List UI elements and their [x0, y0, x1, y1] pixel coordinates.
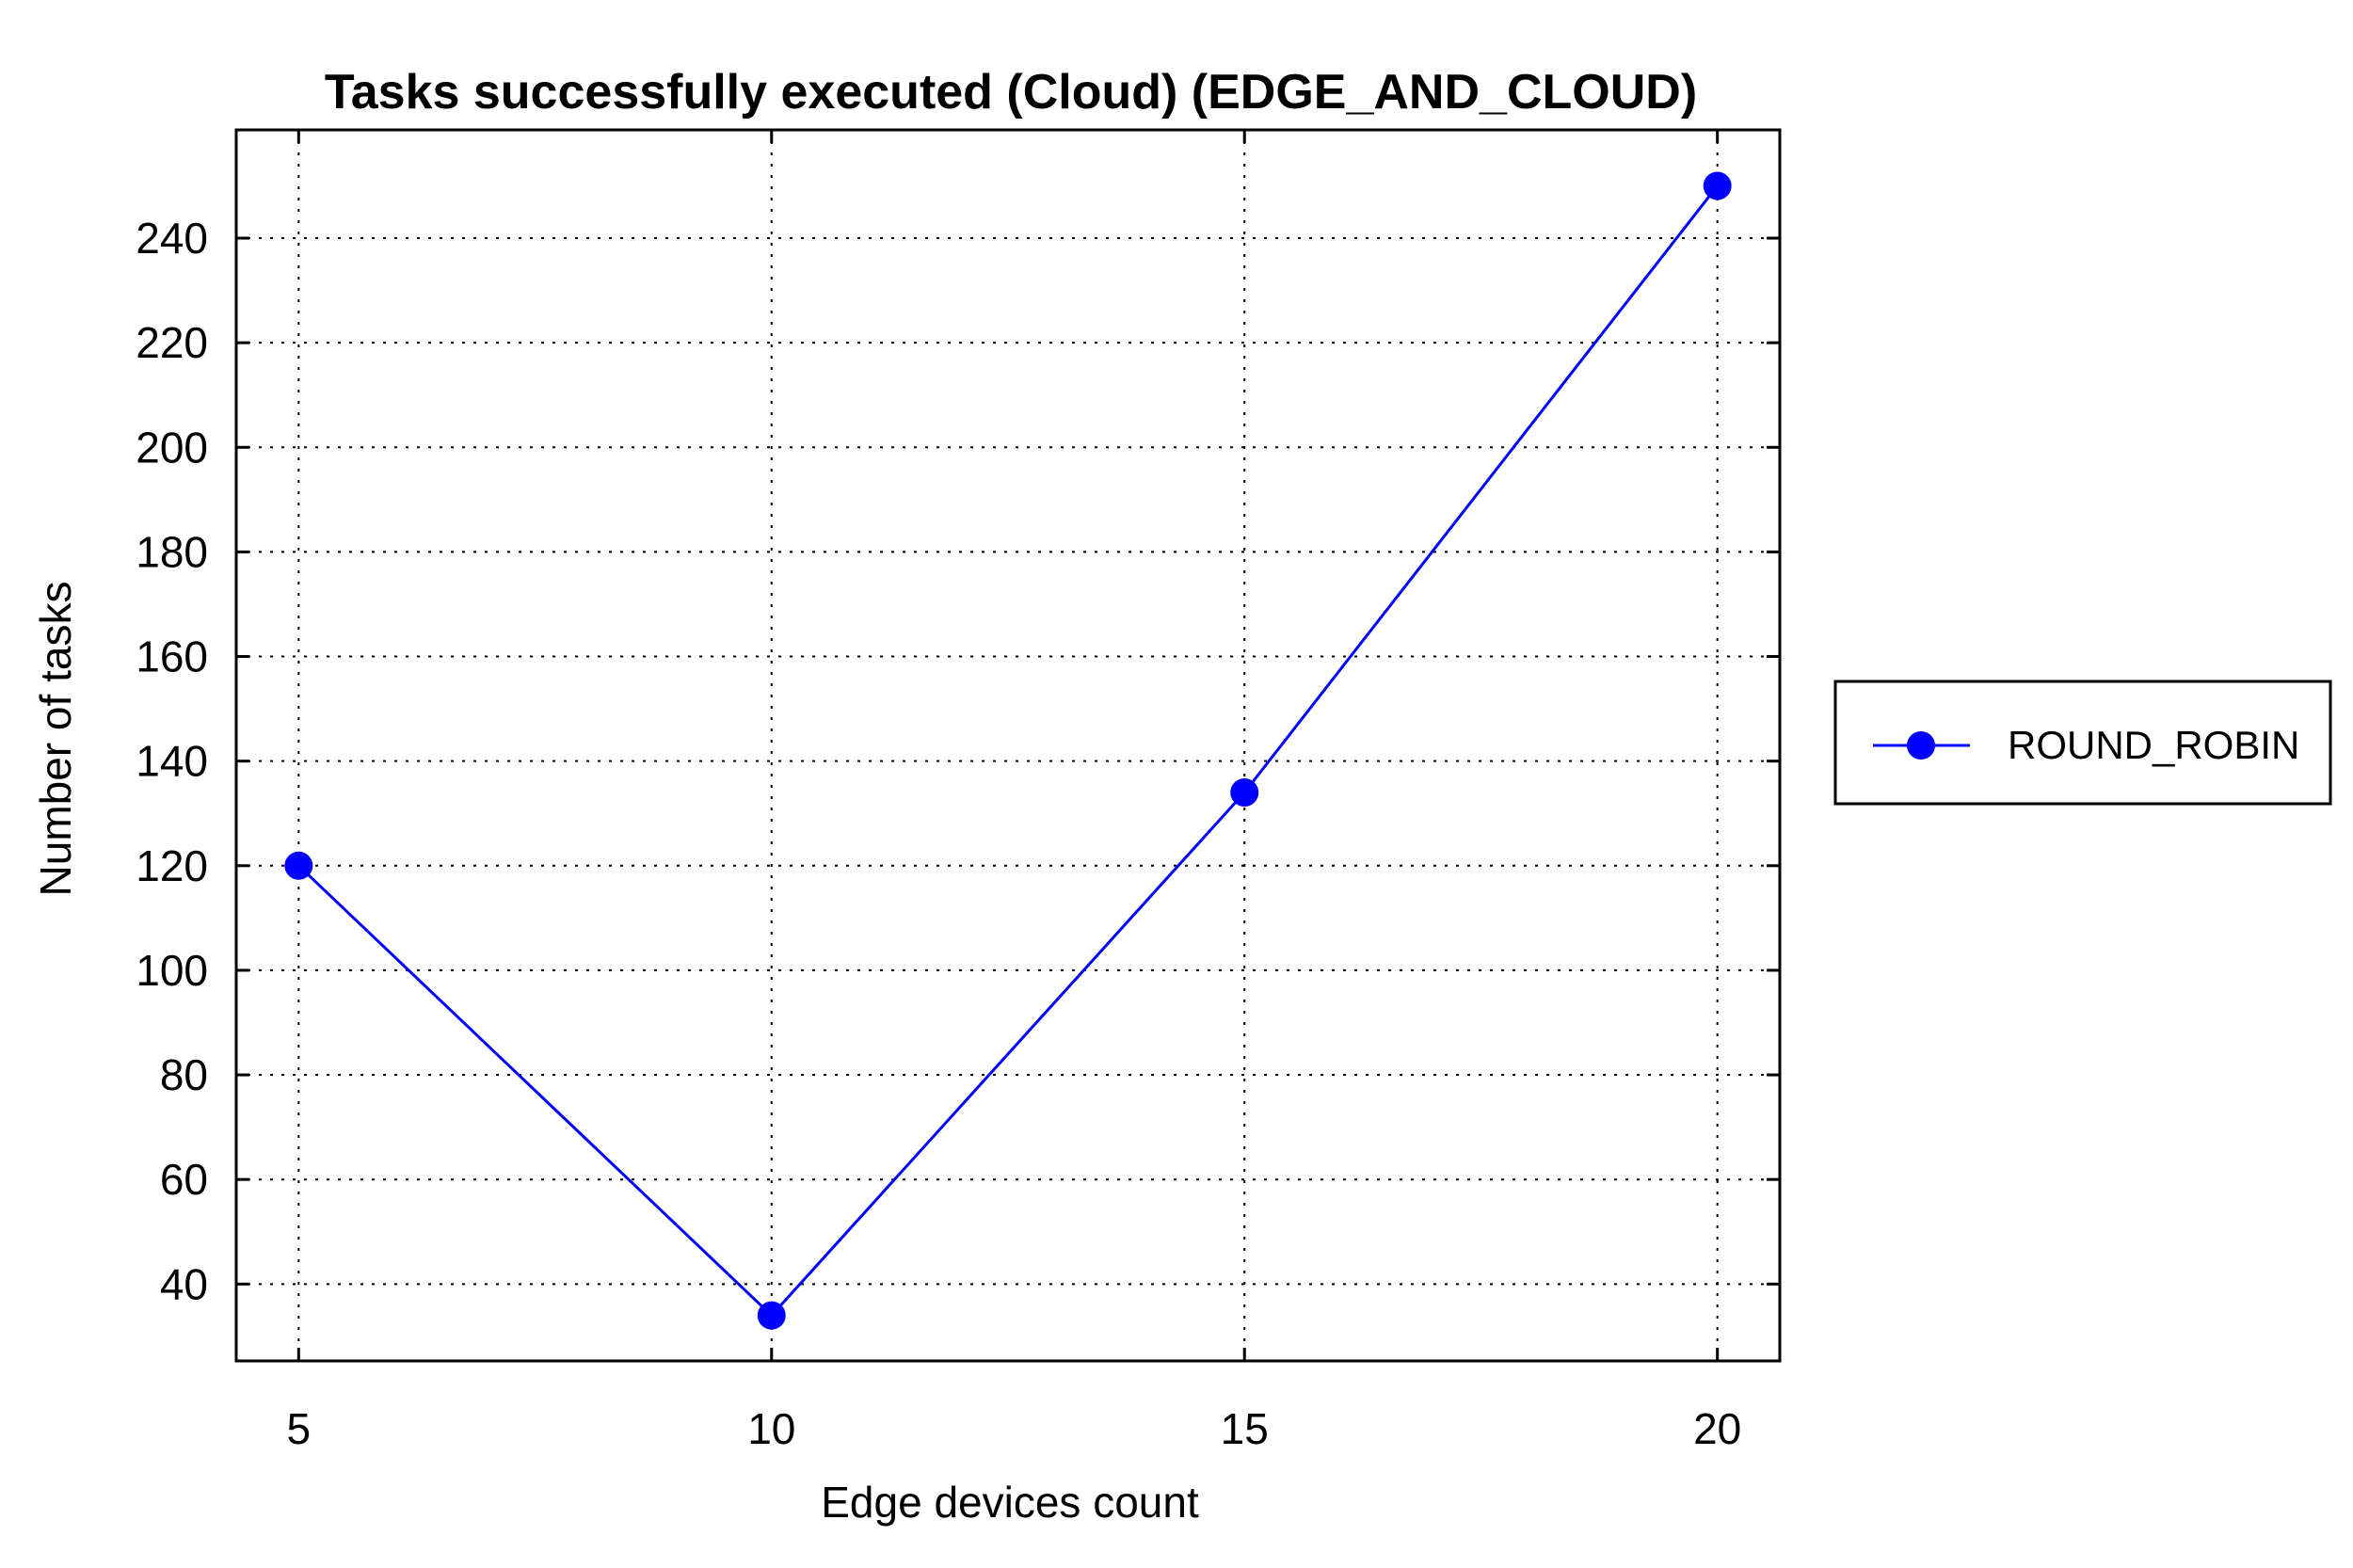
- axis-ticks: [236, 130, 1780, 1361]
- data-point: [1703, 171, 1732, 200]
- legend: ROUND_ROBIN: [1833, 680, 2332, 806]
- x-tick-label: 15: [1221, 1404, 1269, 1453]
- y-tick-label: 200: [136, 423, 208, 472]
- data-point: [1230, 778, 1259, 808]
- x-tick-labels: 5 10 15 20: [287, 1404, 1742, 1453]
- y-tick-label: 140: [136, 737, 208, 786]
- legend-marker-swatch: [1907, 731, 1935, 760]
- x-tick-label: 10: [747, 1404, 795, 1453]
- y-tick-label: 100: [136, 946, 208, 995]
- y-tick-label: 240: [136, 214, 208, 263]
- y-tick-label: 160: [136, 632, 208, 681]
- y-axis-label: Number of tasks: [31, 582, 80, 897]
- y-tick-label: 180: [136, 527, 208, 576]
- legend-label-round-robin: ROUND_ROBIN: [2008, 723, 2299, 767]
- series-line: [297, 184, 1719, 1318]
- y-tick-label: 80: [160, 1050, 208, 1099]
- grid: [236, 130, 1780, 1361]
- y-tick-label: 220: [136, 318, 208, 367]
- y-tick-labels: 40 60 80 100 120 140 160 180 200 220 240: [136, 214, 208, 1308]
- series-round-robin: [284, 171, 1732, 1330]
- x-tick-label: 5: [287, 1404, 312, 1453]
- x-tick-label: 20: [1693, 1404, 1741, 1453]
- plot-frame: [234, 128, 1782, 1363]
- y-tick-label: 120: [136, 841, 208, 890]
- y-tick-label: 40: [160, 1259, 208, 1308]
- x-axis-label: Edge devices count: [821, 1478, 1199, 1527]
- data-point: [284, 851, 313, 880]
- y-tick-label: 60: [160, 1155, 208, 1204]
- data-point: [757, 1301, 786, 1330]
- chart-title: Tasks successfully executed (Cloud) (EDG…: [325, 65, 1697, 120]
